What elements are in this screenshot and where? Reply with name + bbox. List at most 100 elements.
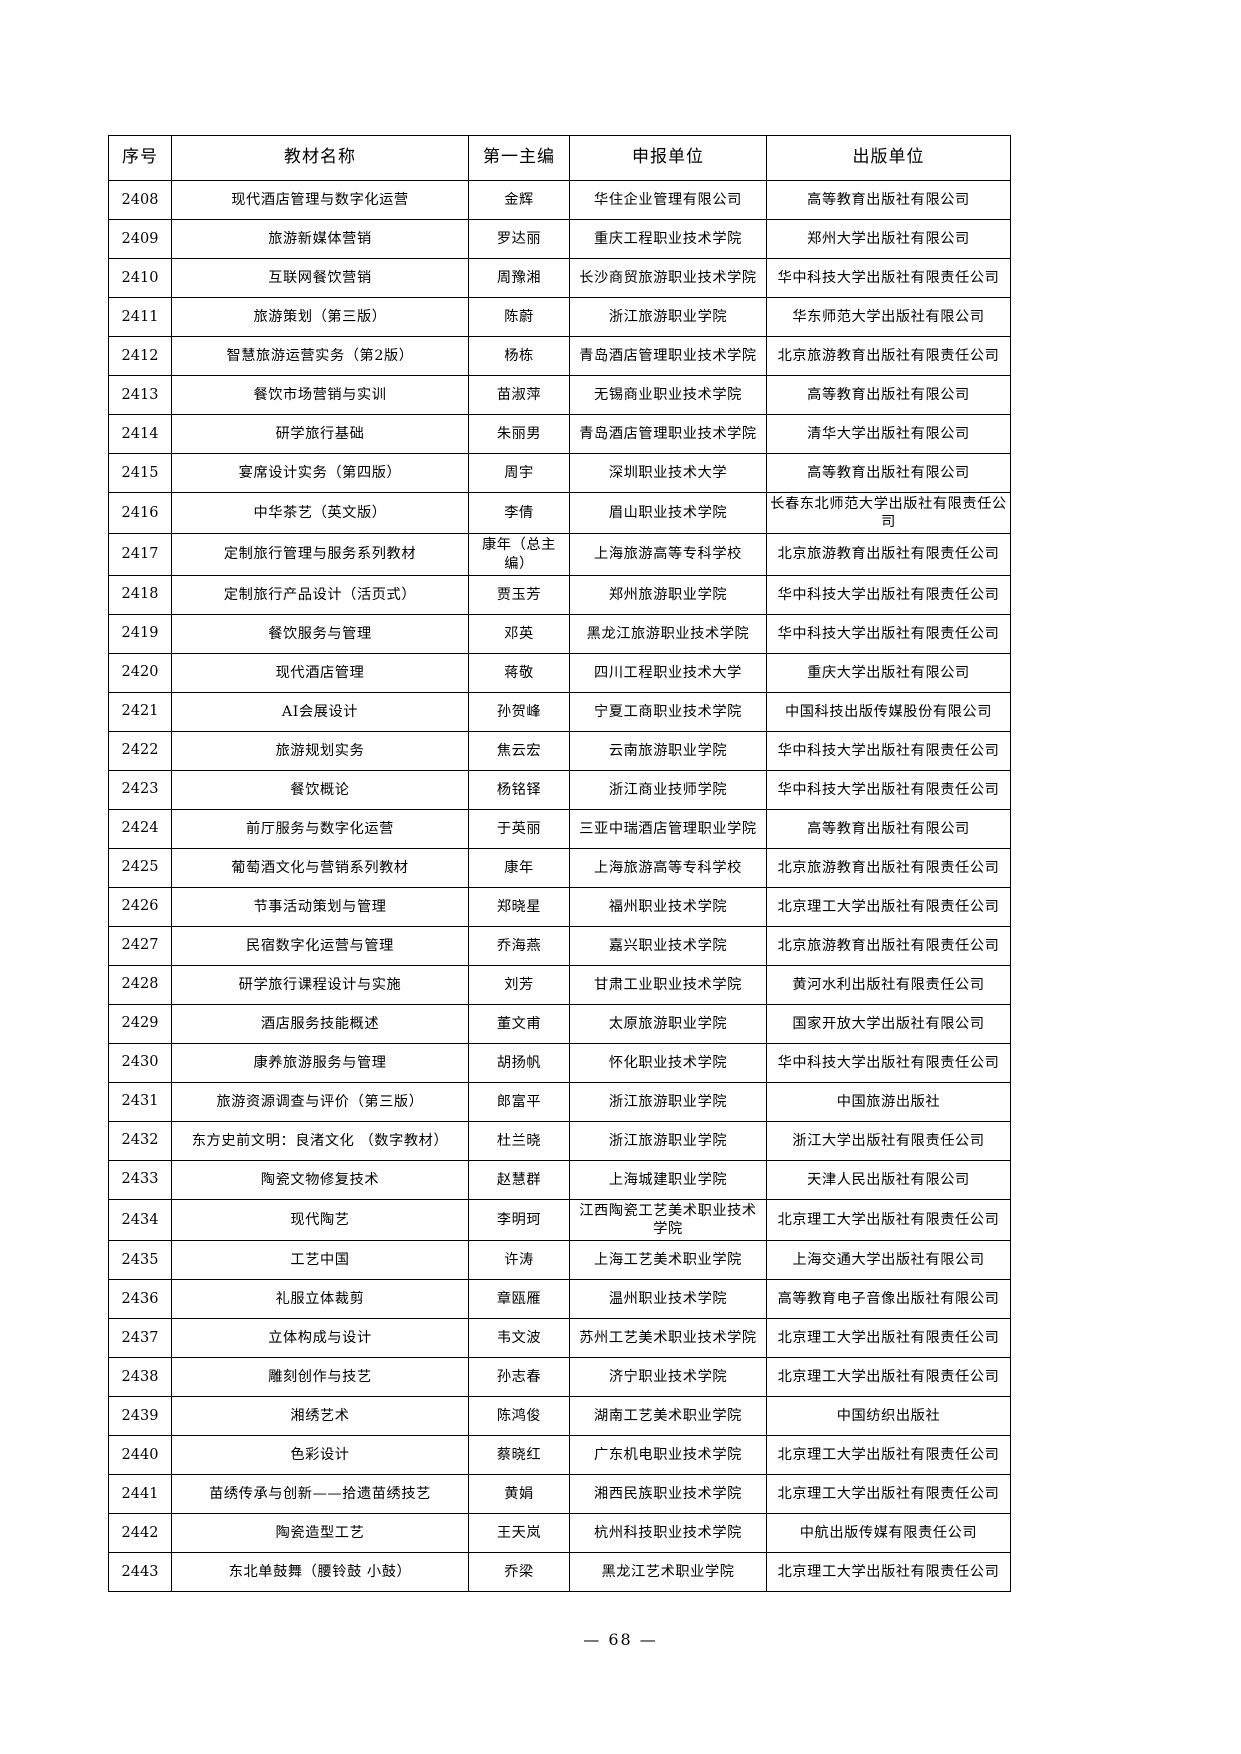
cell-title: 立体构成与设计 (171, 1318, 469, 1359)
table-row: 2415 宴席设计实务（第四版） 周宇 深圳职业技术大学 高等教育出版社有限公司 (108, 453, 1011, 493)
cell-applicant: 青岛酒店管理职业技术学院 (569, 336, 767, 376)
table-row: 2413 餐饮市场营销与实训 苗淑萍 无锡商业职业技术学院 高等教育出版社有限公司 (108, 375, 1011, 415)
cell-title: 葡萄酒文化与营销系列教材 (171, 847, 469, 888)
cell-editor: 康年 (468, 847, 570, 888)
cell-title: 宴席设计实务（第四版） (171, 453, 469, 493)
cell-seq: 2408 (108, 180, 172, 220)
cell-title: 旅游资源调查与评价（第三版） (171, 1081, 469, 1122)
cell-applicant: 湘西民族职业技术学院 (569, 1474, 767, 1515)
cell-editor: 邓英 (468, 613, 570, 654)
cell-seq: 2439 (108, 1396, 172, 1437)
cell-publisher: 华中科技大学出版社有限责任公司 (766, 258, 1011, 298)
cell-publisher: 高等教育出版社有限公司 (766, 180, 1011, 220)
cell-publisher: 华中科技大学出版社有限责任公司 (766, 574, 1011, 615)
cell-applicant: 无锡商业职业技术学院 (569, 375, 767, 415)
cell-seq: 2441 (108, 1474, 172, 1515)
cell-seq: 2438 (108, 1357, 172, 1398)
cell-publisher: 高等教育出版社有限公司 (766, 375, 1011, 415)
cell-applicant: 黑龙江旅游职业技术学院 (569, 613, 767, 654)
table-row: 2419 餐饮服务与管理 邓英 黑龙江旅游职业技术学院 华中科技大学出版社有限责任公司 (108, 613, 1011, 654)
cell-editor: 康年（总主编） (468, 533, 570, 576)
cell-title: 雕刻创作与技艺 (171, 1357, 469, 1398)
cell-title: 定制旅行管理与服务系列教材 (171, 533, 469, 576)
table-row: 2421 AI会展设计 孙贺峰 宁夏工商职业技术学院 中国科技出版传媒股份有限公司 (108, 691, 1011, 732)
cell-title: 色彩设计 (171, 1435, 469, 1476)
cell-seq: 2427 (108, 925, 172, 966)
cell-title: 东方史前文明：良渚文化 （数字教材） (171, 1120, 469, 1161)
cell-applicant: 浙江旅游职业学院 (569, 1081, 767, 1122)
cell-editor: 杨铭铎 (468, 769, 570, 810)
cell-editor: 郎富平 (468, 1081, 570, 1122)
cell-publisher: 国家开放大学出版社有限公司 (766, 1003, 1011, 1044)
page-number: — 68 — (583, 1630, 658, 1649)
cell-editor: 朱丽男 (468, 414, 570, 454)
cell-seq: 2431 (108, 1081, 172, 1122)
cell-applicant: 上海城建职业学院 (569, 1159, 767, 1200)
cell-title: 旅游新媒体营销 (171, 219, 469, 259)
cell-applicant: 杭州科技职业技术学院 (569, 1513, 767, 1554)
table-row: 2427 民宿数字化运营与管理 乔海燕 嘉兴职业技术学院 北京旅游教育出版社有限责任公司 (108, 925, 1011, 966)
cell-applicant: 重庆工程职业技术学院 (569, 219, 767, 259)
cell-applicant: 深圳职业技术大学 (569, 453, 767, 493)
cell-applicant: 浙江旅游职业学院 (569, 297, 767, 337)
table-row: 2426 节事活动策划与管理 郑晓星 福州职业技术学院 北京理工大学出版社有限责任公司 (108, 886, 1011, 927)
column-header-applicant: 申报单位 (569, 135, 767, 181)
cell-editor: 李倩 (468, 491, 570, 535)
cell-title: 酒店服务技能概述 (171, 1003, 469, 1044)
cell-publisher: 北京理工大学出版社有限责任公司 (766, 1318, 1011, 1359)
cell-applicant: 长沙商贸旅游职业技术学院 (569, 258, 767, 298)
cell-publisher: 北京旅游教育出版社有限责任公司 (766, 847, 1011, 888)
textbook-list-table: 序号 教材名称 第一主编 申报单位 出版单位 2408 现代酒店管理与数字化运营金… (108, 135, 1011, 1593)
cell-title: 现代酒店管理与数字化运营 (171, 180, 469, 220)
cell-title: 东北单鼓舞（腰铃鼓 小鼓） (171, 1552, 469, 1593)
cell-publisher: 高等教育电子音像出版社有限公司 (766, 1279, 1011, 1320)
textbook-list-table-wrapper: 序号 教材名称 第一主编 申报单位 出版单位 2408 现代酒店管理与数字化运营金… (108, 135, 1011, 1593)
cell-applicant: 嘉兴职业技术学院 (569, 925, 767, 966)
cell-applicant: 浙江商业技师学院 (569, 769, 767, 810)
cell-applicant: 上海旅游高等专科学校 (569, 533, 767, 576)
table-row: 2440 色彩设计 蔡晓红 广东机电职业技术学院 北京理工大学出版社有限责任公司 (108, 1435, 1011, 1476)
cell-applicant: 华住企业管理有限公司 (569, 180, 767, 220)
cell-publisher: 上海交通大学出版社有限公司 (766, 1240, 1011, 1281)
cell-seq: 2442 (108, 1513, 172, 1554)
table-row: 2424 前厅服务与数字化运营 于英丽 三亚中瑞酒店管理职业学院 高等教育出版社有限公司 (108, 808, 1011, 849)
cell-applicant: 四川工程职业技术大学 (569, 652, 767, 693)
cell-publisher: 中航出版传媒有限责任公司 (766, 1513, 1011, 1554)
cell-publisher: 北京理工大学出版社有限责任公司 (766, 1552, 1011, 1593)
cell-editor: 杨栋 (468, 336, 570, 376)
cell-editor: 陈蔚 (468, 297, 570, 337)
column-header-title: 教材名称 (171, 135, 469, 181)
cell-seq: 2423 (108, 769, 172, 810)
cell-publisher: 天津人民出版社有限公司 (766, 1159, 1011, 1200)
cell-editor: 许涛 (468, 1240, 570, 1281)
cell-editor: 陈鸿俊 (468, 1396, 570, 1437)
cell-title: 苗绣传承与创新——拾遗苗绣技艺 (171, 1474, 469, 1515)
table-row: 2423 餐饮概论 杨铭铎 浙江商业技师学院 华中科技大学出版社有限责任公司 (108, 769, 1011, 810)
table-row: 2416 中华茶艺（英文版） 李倩 眉山职业技术学院 长春东北师范大学出版社有限责任公司 (108, 491, 1011, 535)
column-header-seq: 序号 (108, 135, 172, 181)
cell-publisher: 中国纺织出版社 (766, 1396, 1011, 1437)
cell-editor: 郑晓星 (468, 886, 570, 927)
cell-editor: 贾玉芳 (468, 574, 570, 615)
cell-seq: 2411 (108, 297, 172, 337)
cell-publisher: 华中科技大学出版社有限责任公司 (766, 769, 1011, 810)
cell-seq: 2437 (108, 1318, 172, 1359)
cell-seq: 2433 (108, 1159, 172, 1200)
cell-title: 工艺中国 (171, 1240, 469, 1281)
table-row: 2438 雕刻创作与技艺 孙志春 济宁职业技术学院 北京理工大学出版社有限责任公司 (108, 1357, 1011, 1398)
cell-editor: 赵慧群 (468, 1159, 570, 1200)
cell-seq: 2419 (108, 613, 172, 654)
cell-editor: 韦文波 (468, 1318, 570, 1359)
cell-editor: 孙贺峰 (468, 691, 570, 732)
cell-applicant: 三亚中瑞酒店管理职业学院 (569, 808, 767, 849)
cell-editor: 杜兰晓 (468, 1120, 570, 1161)
table-row: 2422 旅游规划实务 焦云宏 云南旅游职业学院 华中科技大学出版社有限责任公司 (108, 730, 1011, 771)
cell-title: AI会展设计 (171, 691, 469, 732)
cell-applicant: 太原旅游职业学院 (569, 1003, 767, 1044)
cell-editor: 苗淑萍 (468, 375, 570, 415)
cell-publisher: 华中科技大学出版社有限责任公司 (766, 1042, 1011, 1083)
cell-title: 陶瓷造型工艺 (171, 1513, 469, 1554)
cell-seq: 2414 (108, 414, 172, 454)
cell-applicant: 青岛酒店管理职业技术学院 (569, 414, 767, 454)
